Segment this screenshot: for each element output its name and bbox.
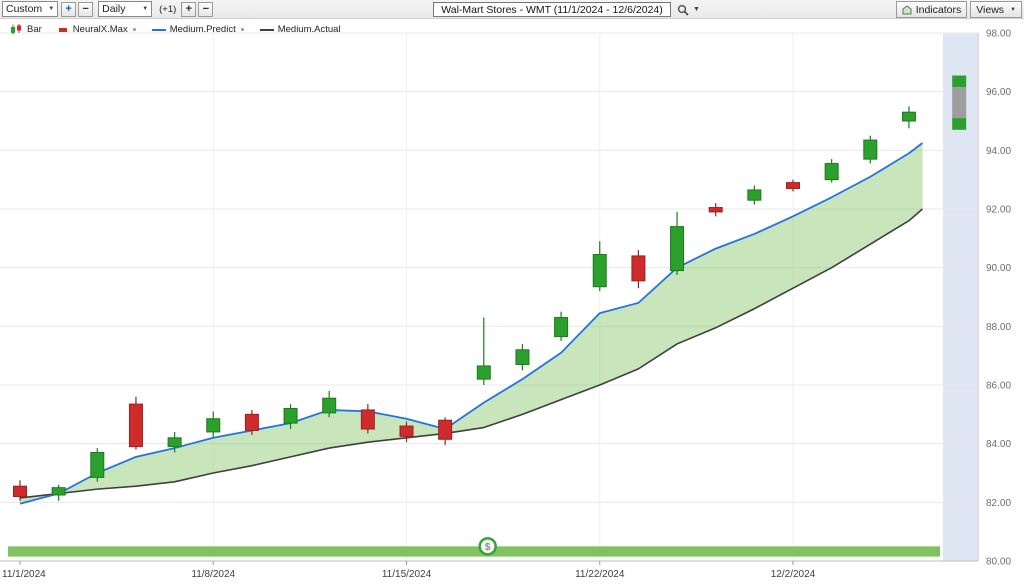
legend-label: Bar bbox=[27, 24, 42, 35]
forecast-bar bbox=[952, 75, 967, 130]
legend-item-bar[interactable]: Bar bbox=[10, 24, 42, 35]
legend-item-medium-actual[interactable]: Medium.Actual bbox=[259, 24, 341, 35]
interval-select[interactable]: Daily ▼ bbox=[98, 1, 153, 17]
candles-icon bbox=[10, 24, 23, 35]
legend-item-medium-predict[interactable]: Medium.Predict bbox=[151, 24, 244, 35]
views-button[interactable]: Views ▼ bbox=[970, 1, 1022, 18]
candle-body bbox=[554, 317, 569, 338]
search-icon[interactable] bbox=[677, 4, 689, 16]
y-axis-label: 80.00 bbox=[986, 557, 1011, 568]
candle-body bbox=[901, 111, 916, 122]
template-select[interactable]: Custom ▼ bbox=[2, 1, 59, 17]
neuralx-max-icon bbox=[58, 26, 69, 34]
symbol-title-box[interactable]: Wal-Mart Stores - WMT (11/1/2024 - 12/6/… bbox=[433, 2, 671, 17]
y-axis-label: 86.00 bbox=[986, 381, 1011, 392]
x-axis-label: 12/2/2024 bbox=[771, 569, 816, 580]
medium-actual-line bbox=[19, 208, 924, 499]
toolbar-right-group: Indicators Views ▼ bbox=[893, 1, 1022, 18]
y-axis-label: 90.00 bbox=[986, 263, 1011, 274]
decrement-button[interactable]: − bbox=[198, 1, 214, 17]
y-axis-label: 88.00 bbox=[986, 322, 1011, 333]
legend-label: NeuralX.Max bbox=[72, 24, 128, 35]
legend-settings-dot[interactable] bbox=[132, 28, 136, 31]
legend-item-neuralx-max[interactable]: NeuralX.Max bbox=[58, 24, 136, 35]
legend-label: Medium.Predict bbox=[169, 24, 236, 35]
chevron-down-icon: ▼ bbox=[48, 6, 55, 12]
zoom-in-button[interactable]: + bbox=[61, 1, 77, 17]
candle-body bbox=[322, 397, 337, 414]
interval-select-value: Daily bbox=[102, 3, 126, 15]
candle-body bbox=[747, 189, 762, 201]
candle-body bbox=[631, 255, 646, 282]
symbol-dropdown-icon[interactable]: ▼ bbox=[693, 6, 700, 13]
candle-body bbox=[708, 207, 723, 213]
candle-body bbox=[438, 419, 453, 440]
chevron-down-icon: ▼ bbox=[1010, 6, 1016, 13]
candle-body bbox=[360, 409, 375, 430]
prediction-fill-area bbox=[20, 143, 923, 504]
y-axis-label: 94.00 bbox=[986, 146, 1011, 157]
y-axis-label: 96.00 bbox=[986, 87, 1011, 98]
legend-label: Medium.Actual bbox=[277, 24, 341, 35]
zoom-out-button[interactable]: − bbox=[78, 1, 94, 17]
indicator-strip bbox=[8, 546, 940, 557]
candle-body bbox=[515, 349, 530, 365]
candle-body bbox=[476, 365, 491, 380]
candle-body bbox=[244, 413, 259, 431]
x-axis-label: 11/8/2024 bbox=[191, 569, 235, 580]
chevron-down-icon: ▼ bbox=[142, 6, 149, 12]
medium-predict-line bbox=[19, 142, 924, 505]
template-select-value: Custom bbox=[6, 3, 43, 15]
candle-body bbox=[399, 425, 414, 437]
candle-body bbox=[51, 487, 66, 496]
candle-body bbox=[670, 226, 685, 272]
candle-body bbox=[90, 451, 105, 478]
predict-line-icon bbox=[151, 27, 166, 33]
candle-body bbox=[283, 407, 298, 424]
candles bbox=[13, 106, 916, 501]
y-axis-label: 82.00 bbox=[986, 498, 1011, 509]
x-axis-label: 11/15/2024 bbox=[382, 569, 432, 580]
increment-button[interactable]: + bbox=[181, 1, 197, 17]
x-axis-label: 11/1/2024 bbox=[2, 569, 46, 580]
candle-body bbox=[863, 139, 878, 160]
toolbar: Custom ▼ + − Daily ▼ (+1) + − Wal-Mart S… bbox=[0, 0, 1024, 19]
y-axis-label: 92.00 bbox=[986, 205, 1011, 216]
indicators-button[interactable]: Indicators bbox=[895, 1, 968, 18]
x-axis-label: 11/22/2024 bbox=[575, 569, 625, 580]
dollar-badge[interactable]: $ bbox=[478, 537, 497, 556]
price-chart[interactable]: 98.00 96.00 94.00 92.00 90.00 88.00 86.00 84.00… bbox=[0, 19, 1024, 588]
candle-body bbox=[786, 182, 800, 189]
legend-settings-dot[interactable] bbox=[240, 28, 244, 31]
candle-body bbox=[167, 437, 182, 448]
views-label: Views bbox=[976, 3, 1005, 16]
candle-body bbox=[128, 403, 143, 448]
candle-body bbox=[13, 485, 27, 497]
dollar-badge-glyph: $ bbox=[485, 542, 491, 553]
actual-line-icon bbox=[259, 27, 274, 33]
bar-offset-label: (+1) bbox=[159, 3, 177, 15]
candle-body bbox=[592, 253, 607, 288]
indicators-icon bbox=[902, 4, 912, 15]
indicators-label: Indicators bbox=[915, 3, 962, 16]
candle-body bbox=[824, 163, 839, 181]
symbol-group: Wal-Mart Stores - WMT (11/1/2024 - 12/6/… bbox=[433, 2, 700, 17]
y-axis-label: 84.00 bbox=[986, 439, 1011, 450]
y-axis-label: 98.00 bbox=[986, 29, 1011, 40]
chart-legend: Bar NeuralX.Max Medium.Predict Medium.Ac… bbox=[10, 24, 341, 35]
candle-body bbox=[206, 418, 221, 433]
